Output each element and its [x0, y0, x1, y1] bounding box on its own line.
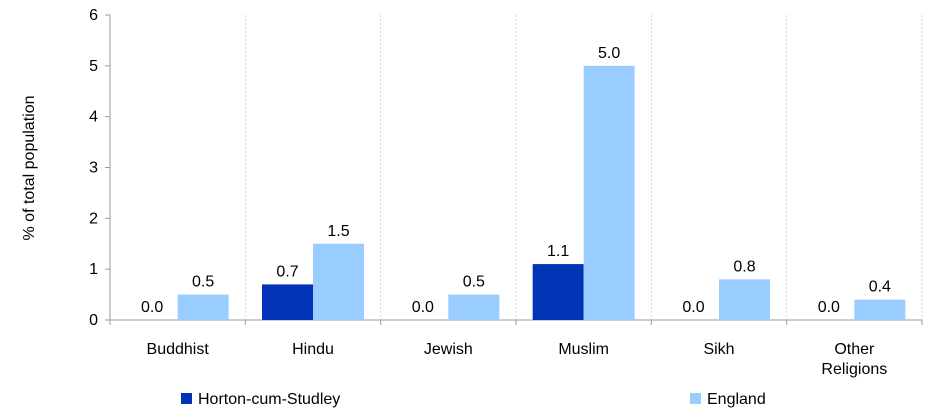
data-labels: 0.0 0.7 0.0 1.1 0.0 0.0 0.5 1.5 0.5 5.0 0.8 0.4: [141, 45, 891, 316]
bar: [532, 264, 584, 320]
legend-swatch: [181, 393, 192, 404]
bar: [719, 279, 770, 320]
y-tick-label: 6: [89, 7, 98, 24]
y-tick-label: 1: [89, 261, 98, 278]
data-label: 0.4: [869, 279, 891, 296]
x-tick-label: Muslim: [558, 341, 609, 358]
grid-lines: [244, 15, 923, 320]
x-tick-label: Buddhist: [147, 341, 210, 358]
y-axis-title: % of total population: [21, 96, 38, 241]
data-label: 1.1: [547, 243, 569, 260]
x-tick-label: Other Religions: [821, 341, 887, 378]
bar: [583, 65, 635, 320]
x-tick-label: Jewish: [424, 341, 473, 358]
legend: Horton-cum-Studley England: [181, 391, 766, 408]
y-tick-label: 4: [89, 109, 98, 126]
y-tick-label: 0: [89, 312, 98, 329]
data-label: 0.0: [412, 299, 434, 316]
bar: [313, 243, 364, 320]
y-tick-label: 3: [89, 160, 98, 177]
data-label: 1.5: [327, 223, 349, 240]
data-label: 0.0: [818, 299, 840, 316]
legend-swatch: [690, 393, 701, 404]
data-label: 0.8: [733, 258, 755, 275]
data-label: 0.5: [463, 274, 485, 291]
bar: [177, 294, 229, 320]
bar: [262, 284, 313, 320]
x-tick-label: Sikh: [703, 341, 734, 358]
legend-label: England: [707, 391, 766, 408]
bars: [177, 65, 906, 320]
data-label: 5.0: [598, 45, 620, 62]
axes: 0 1 2 3 4 5 6 Buddhist Hindu Jewish Muslim Sikh Othe…: [89, 7, 923, 378]
data-label: 0.5: [192, 274, 214, 291]
bar: [854, 299, 906, 320]
x-tick-label: Hindu: [292, 341, 334, 358]
data-label: 0.0: [141, 299, 163, 316]
y-tick-label: 5: [89, 58, 98, 75]
bar: [448, 294, 500, 320]
legend-label: Horton-cum-Studley: [198, 391, 340, 408]
y-tick-label: 2: [89, 210, 98, 227]
data-label: 0.0: [682, 299, 704, 316]
data-label: 0.7: [276, 263, 298, 280]
